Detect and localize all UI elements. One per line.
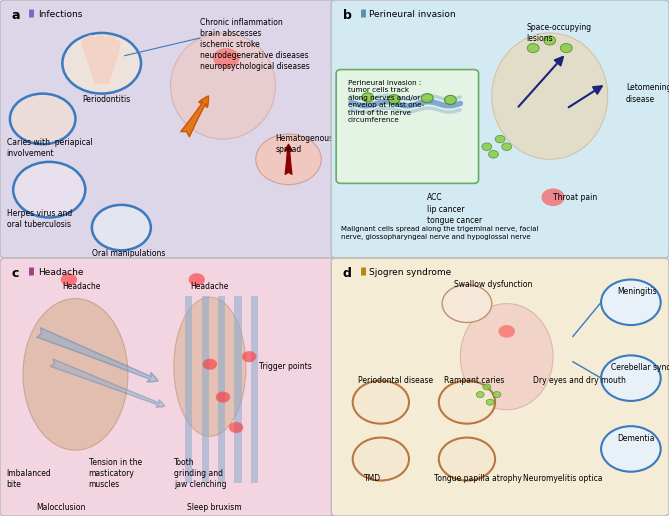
Text: ACC
lip cancer
tongue cancer: ACC lip cancer tongue cancer	[427, 194, 482, 224]
Circle shape	[353, 438, 409, 480]
Polygon shape	[82, 36, 120, 84]
Circle shape	[444, 95, 456, 104]
Text: Oral manipulations: Oral manipulations	[92, 249, 165, 258]
Text: Rampant caries: Rampant caries	[444, 376, 504, 384]
Text: Infections: Infections	[37, 10, 82, 19]
Text: Cerebellar syndromes: Cerebellar syndromes	[611, 363, 669, 372]
Text: Headache: Headache	[190, 282, 229, 291]
Text: Perineural invasion :
tumor cells track
along nerves and/or
envelop at least one: Perineural invasion : tumor cells track …	[348, 79, 424, 123]
Circle shape	[229, 422, 244, 433]
Circle shape	[353, 381, 409, 424]
Circle shape	[362, 93, 373, 102]
Text: Throat pain: Throat pain	[553, 194, 597, 202]
Circle shape	[561, 43, 572, 53]
FancyBboxPatch shape	[331, 258, 669, 516]
Circle shape	[421, 93, 434, 103]
Circle shape	[442, 285, 492, 322]
Ellipse shape	[174, 297, 246, 437]
Text: Herpes virus and
oral tuberculosis: Herpes virus and oral tuberculosis	[7, 208, 72, 229]
Text: Dry eyes and dry mouth: Dry eyes and dry mouth	[533, 376, 626, 384]
FancyBboxPatch shape	[0, 0, 334, 258]
FancyBboxPatch shape	[0, 258, 334, 516]
Circle shape	[388, 94, 400, 104]
Circle shape	[502, 143, 512, 151]
Text: Tongue papilla atrophy: Tongue papilla atrophy	[434, 474, 522, 483]
FancyBboxPatch shape	[336, 70, 478, 183]
Bar	[234, 296, 242, 483]
Text: Hematogenous
spread: Hematogenous spread	[276, 134, 334, 154]
Circle shape	[544, 36, 556, 45]
Text: a: a	[11, 9, 20, 22]
Circle shape	[189, 273, 205, 286]
Text: Malocclusion: Malocclusion	[36, 503, 86, 512]
Text: d: d	[343, 267, 352, 280]
Circle shape	[601, 426, 661, 472]
Circle shape	[483, 384, 491, 390]
Text: Chronic inflammation
brain abscesses
ischemic stroke
neurodegenerative diseases
: Chronic inflammation brain abscesses isc…	[200, 18, 310, 71]
Circle shape	[495, 135, 505, 143]
Circle shape	[541, 188, 565, 206]
Text: Space-occupying
lesions: Space-occupying lesions	[527, 23, 591, 43]
Bar	[251, 296, 258, 483]
Text: Periodontitis: Periodontitis	[82, 95, 130, 104]
Text: Imbalanced
bite: Imbalanced bite	[7, 469, 52, 489]
Circle shape	[439, 381, 495, 424]
Circle shape	[61, 273, 77, 286]
Circle shape	[601, 280, 661, 325]
Text: Trigger points: Trigger points	[259, 362, 312, 370]
Text: Headache: Headache	[62, 282, 101, 291]
Circle shape	[601, 356, 661, 401]
Circle shape	[242, 351, 256, 362]
FancyBboxPatch shape	[331, 0, 669, 258]
Text: Letomeningeal
disease: Letomeningeal disease	[626, 84, 669, 104]
Circle shape	[527, 43, 539, 53]
Text: Sjogren syndrome: Sjogren syndrome	[369, 268, 452, 277]
Text: b: b	[343, 9, 352, 22]
Text: Perineural invasion: Perineural invasion	[369, 10, 456, 19]
Circle shape	[482, 143, 492, 151]
Ellipse shape	[492, 33, 607, 159]
Circle shape	[256, 134, 321, 185]
Circle shape	[94, 206, 149, 249]
Text: Sleep bruxism: Sleep bruxism	[187, 503, 242, 512]
Text: Neuromyelitis optica: Neuromyelitis optica	[523, 474, 603, 483]
Text: Periodontal disease: Periodontal disease	[358, 376, 433, 384]
Ellipse shape	[460, 303, 553, 410]
Text: TMD: TMD	[365, 474, 381, 483]
Circle shape	[15, 163, 84, 216]
Bar	[218, 296, 225, 483]
Circle shape	[213, 48, 240, 68]
Circle shape	[493, 392, 500, 398]
Text: Tension in the
masticatory
muscles: Tension in the masticatory muscles	[88, 458, 142, 489]
Text: c: c	[11, 267, 19, 280]
Text: Dementia: Dementia	[617, 434, 655, 443]
Circle shape	[216, 392, 230, 402]
Bar	[201, 296, 209, 483]
Text: Caries with  periapical
involvement: Caries with periapical involvement	[7, 138, 92, 158]
Text: Swallow dysfunction: Swallow dysfunction	[454, 280, 532, 288]
Circle shape	[486, 399, 494, 405]
Circle shape	[476, 392, 484, 398]
Circle shape	[498, 325, 515, 337]
Ellipse shape	[23, 298, 128, 450]
Circle shape	[488, 151, 498, 158]
Bar	[185, 296, 193, 483]
Circle shape	[439, 438, 495, 480]
Text: Tooth
grinding and
jaw clenching: Tooth grinding and jaw clenching	[174, 458, 226, 489]
Circle shape	[11, 95, 74, 143]
Text: Meningitis: Meningitis	[617, 287, 658, 296]
Circle shape	[203, 359, 217, 370]
Ellipse shape	[171, 33, 276, 139]
Text: Headache: Headache	[37, 268, 83, 277]
Text: Malignant cells spread along the trigeminal nerve, facial
nerve, glossopharyngea: Malignant cells spread along the trigemi…	[341, 227, 539, 240]
Circle shape	[64, 34, 139, 92]
